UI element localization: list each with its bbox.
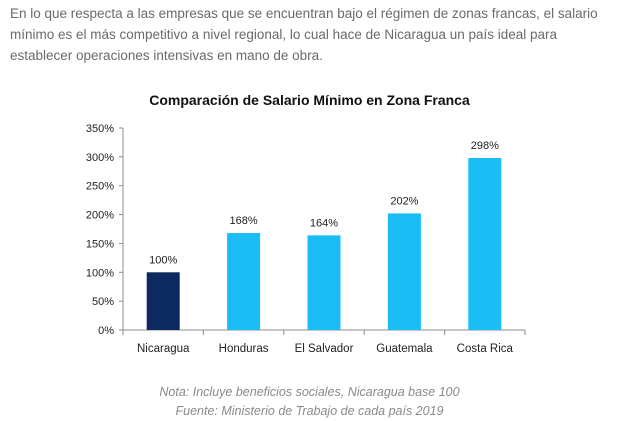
bar-guatemala bbox=[387, 213, 421, 330]
data-label: 168% bbox=[230, 215, 258, 227]
y-tick-label: 50% bbox=[92, 296, 114, 308]
data-label: 100% bbox=[149, 254, 177, 266]
x-tick-label: Costa Rica bbox=[457, 343, 514, 355]
x-tick-label: Guatemala bbox=[376, 343, 433, 355]
x-axis: Nicaragua Honduras El Salvador Guatemala Cos… bbox=[122, 329, 526, 355]
y-tick-label: 250% bbox=[86, 181, 114, 193]
bar-nicaragua bbox=[146, 272, 180, 330]
y-tick-label: 150% bbox=[86, 238, 114, 250]
bar-el-salvador bbox=[307, 235, 341, 330]
bar-honduras bbox=[227, 233, 261, 330]
bar-costa-rica bbox=[468, 158, 502, 330]
y-tick-label: 0% bbox=[98, 325, 114, 337]
x-tick-label: Honduras bbox=[219, 343, 269, 355]
data-label: 202% bbox=[390, 195, 418, 207]
data-label: 164% bbox=[310, 217, 338, 229]
data-label: 298% bbox=[471, 140, 499, 152]
y-axis: 0% 50% 100% 150% 200% 250% 300% 350% bbox=[86, 123, 124, 337]
y-tick-label: 350% bbox=[86, 123, 114, 135]
x-tick-label: Nicaragua bbox=[137, 343, 190, 355]
bars: 100% 168% 164% 202% 298% bbox=[146, 140, 502, 330]
y-tick-label: 300% bbox=[86, 152, 114, 164]
y-tick-label: 200% bbox=[86, 210, 114, 222]
y-tick-label: 100% bbox=[86, 267, 114, 279]
chart-note: Nota: Incluye beneficios sociales, Nicar… bbox=[159, 385, 460, 399]
chart-title: Comparación de Salario Mínimo en Zona Fr… bbox=[149, 92, 470, 108]
intro-paragraph: En lo que respecta a las empresas que se… bbox=[10, 6, 598, 63]
chart-source: Fuente: Ministerio de Trabajo de cada pa… bbox=[175, 404, 444, 418]
x-tick-label: El Salvador bbox=[295, 343, 354, 355]
